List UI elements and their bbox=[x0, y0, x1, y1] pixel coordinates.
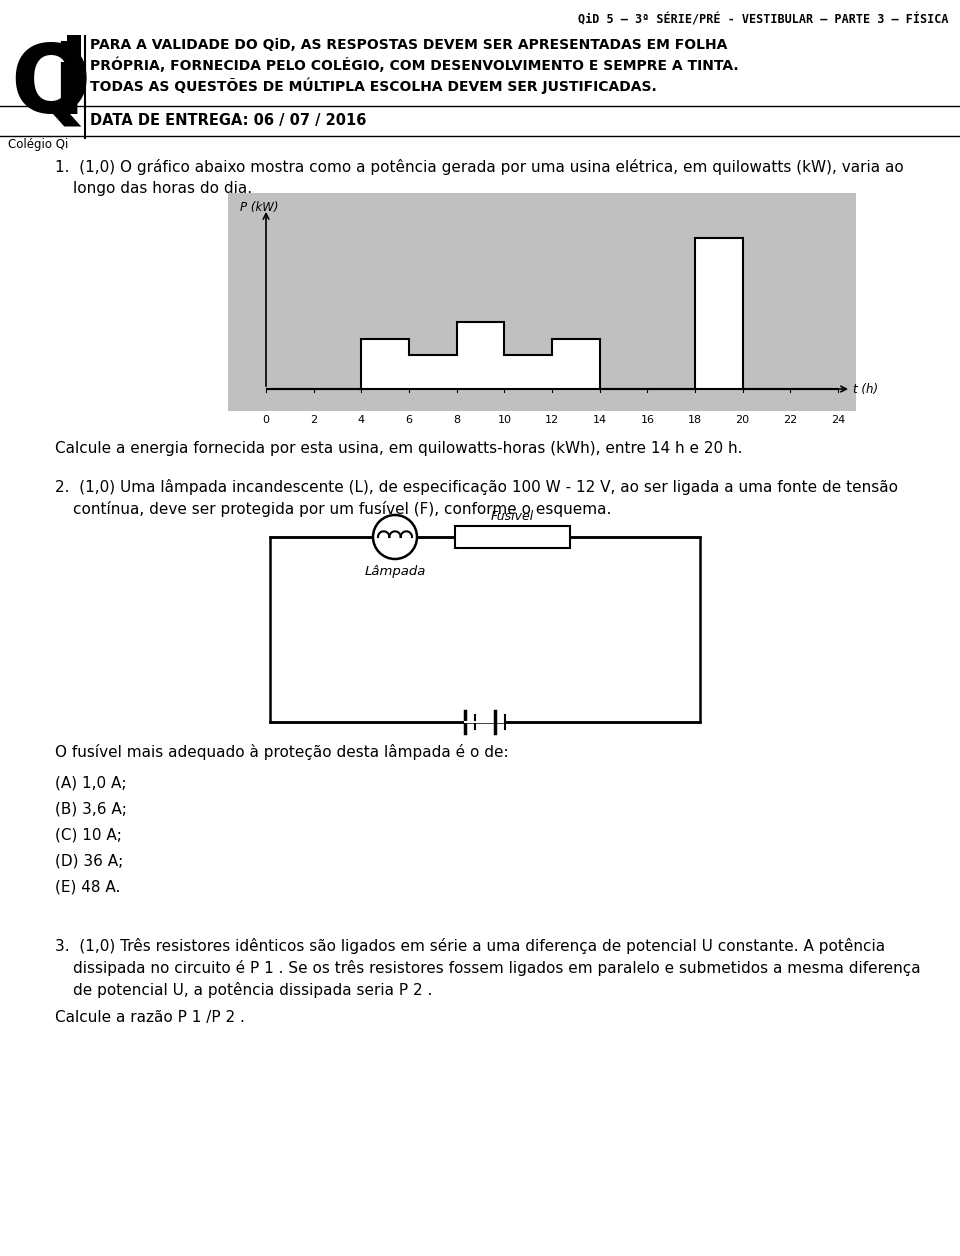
Text: 4: 4 bbox=[358, 414, 365, 425]
Bar bbox=[455, 526, 570, 548]
Circle shape bbox=[373, 515, 417, 559]
Text: 0: 0 bbox=[262, 414, 270, 425]
Text: Colégio Qi: Colégio Qi bbox=[8, 138, 68, 151]
Text: 10: 10 bbox=[497, 414, 512, 425]
Text: t (h): t (h) bbox=[853, 383, 878, 396]
Text: dissipada no circuito é P 1 . Se os três resistores fossem ligados em paralelo e: dissipada no circuito é P 1 . Se os três… bbox=[73, 960, 921, 976]
Polygon shape bbox=[266, 237, 838, 389]
Text: DATA DE ENTREGA: 06 / 07 / 2016: DATA DE ENTREGA: 06 / 07 / 2016 bbox=[90, 113, 367, 128]
Text: 20: 20 bbox=[735, 414, 750, 425]
Text: (A) 1,0 A;: (A) 1,0 A; bbox=[55, 776, 127, 791]
Text: 16: 16 bbox=[640, 414, 655, 425]
Text: 3.  (1,0) Três resistores idênticos são ligados em série a uma diferença de pote: 3. (1,0) Três resistores idênticos são l… bbox=[55, 938, 885, 955]
Text: contínua, deve ser protegida por um fusível (F), conforme o esquema.: contínua, deve ser protegida por um fusí… bbox=[73, 501, 612, 517]
Text: (E) 48 A.: (E) 48 A. bbox=[55, 880, 120, 896]
Text: 14: 14 bbox=[592, 414, 607, 425]
Text: TODAS AS QUESTÕES DE MÚLTIPLA ESCOLHA DEVEM SER JUSTIFICADAS.: TODAS AS QUESTÕES DE MÚLTIPLA ESCOLHA DE… bbox=[90, 78, 657, 94]
Text: (C) 10 A;: (C) 10 A; bbox=[55, 828, 122, 843]
Text: PRÓPRIA, FORNECIDA PELO COLÉGIO, COM DESENVOLVIMENTO E SEMPRE A TINTA.: PRÓPRIA, FORNECIDA PELO COLÉGIO, COM DES… bbox=[90, 58, 738, 74]
Bar bbox=[270, 538, 700, 722]
Text: O fusível mais adequado à proteção desta lâmpada é o de:: O fusível mais adequado à proteção desta… bbox=[55, 744, 509, 760]
Text: 24: 24 bbox=[830, 414, 845, 425]
Text: (D) 36 A;: (D) 36 A; bbox=[55, 854, 123, 869]
Text: longo das horas do dia.: longo das horas do dia. bbox=[73, 181, 252, 196]
Text: de potencial U, a potência dissipada seria P 2 .: de potencial U, a potência dissipada ser… bbox=[73, 982, 432, 999]
Bar bbox=[228, 193, 856, 411]
Text: (B) 3,6 A;: (B) 3,6 A; bbox=[55, 803, 127, 816]
Text: 2: 2 bbox=[310, 414, 317, 425]
Text: Calcule a razão P 1 /P 2 .: Calcule a razão P 1 /P 2 . bbox=[55, 1010, 245, 1025]
Text: 8: 8 bbox=[453, 414, 460, 425]
Text: Lâmpada: Lâmpada bbox=[364, 565, 425, 578]
Text: 2.  (1,0) Uma lâmpada incandescente (L), de especificação 100 W - 12 V, ao ser l: 2. (1,0) Uma lâmpada incandescente (L), … bbox=[55, 479, 898, 495]
Text: P (kW): P (kW) bbox=[240, 201, 278, 214]
Text: 1.  (1,0) O gráfico abaixo mostra como a potência gerada por uma usina elétrica,: 1. (1,0) O gráfico abaixo mostra como a … bbox=[55, 160, 903, 175]
Bar bbox=[67, 35, 81, 63]
Text: Fusivel: Fusivel bbox=[491, 510, 534, 522]
Text: QiD 5 – 3ª SÉRIE/PRÉ - VESTIBULAR – PARTE 3 – FÍSICA: QiD 5 – 3ª SÉRIE/PRÉ - VESTIBULAR – PART… bbox=[578, 13, 948, 26]
Text: Q: Q bbox=[10, 41, 90, 133]
Text: 22: 22 bbox=[783, 414, 798, 425]
Text: PARA A VALIDADE DO QiD, AS RESPOSTAS DEVEM SER APRESENTADAS EM FOLHA: PARA A VALIDADE DO QiD, AS RESPOSTAS DEV… bbox=[90, 38, 728, 51]
Text: i: i bbox=[52, 41, 84, 133]
Text: Calcule a energia fornecida por esta usina, em quilowatts-horas (kWh), entre 14 : Calcule a energia fornecida por esta usi… bbox=[55, 441, 742, 456]
Text: 18: 18 bbox=[688, 414, 702, 425]
Text: 12: 12 bbox=[545, 414, 559, 425]
Text: 6: 6 bbox=[405, 414, 413, 425]
